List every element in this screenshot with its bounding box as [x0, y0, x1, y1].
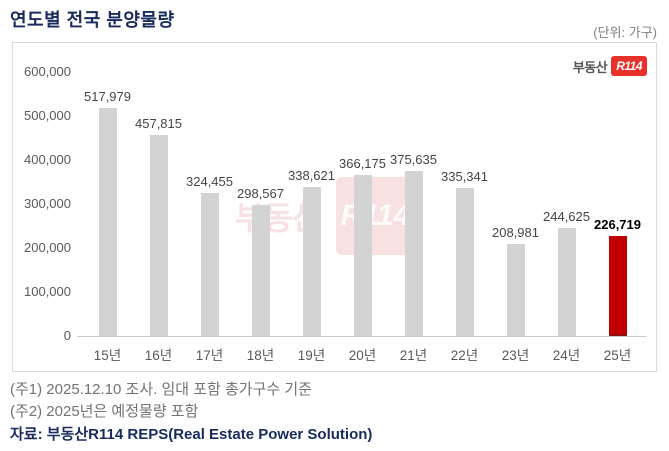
- bar-group-15년: 517,979 15년: [82, 72, 133, 363]
- bar-group-25년: 226,719 25년: [592, 72, 643, 363]
- value-label: 517,979: [84, 89, 131, 105]
- bar: [98, 108, 117, 336]
- bar-group-20년: 366,175 20년: [337, 72, 388, 363]
- bar: [200, 193, 219, 336]
- y-tick-label: 600,000: [24, 64, 71, 79]
- brand-logo: 부동산 R114: [573, 56, 647, 76]
- y-tick-label: 300,000: [24, 196, 71, 211]
- bar: [149, 134, 168, 336]
- x-axis-line: [77, 336, 646, 337]
- y-axis: 0 100,000 200,000 300,000 400,000 500,000 600,…: [13, 64, 71, 343]
- y-tick-label: 400,000: [24, 152, 71, 168]
- value-label: 457,815: [135, 115, 182, 131]
- bar-group-24년: 244,625 24년: [541, 72, 592, 363]
- brand-logo-badge-icon: R114: [611, 56, 647, 76]
- bar: [506, 244, 525, 336]
- value-label: 226,719: [594, 217, 641, 233]
- x-tick-label: 25년: [603, 348, 632, 363]
- footnote-2: (주2) 2025년은 예정물량 포함: [10, 403, 199, 420]
- value-label: 366,175: [339, 155, 386, 171]
- bar: [455, 188, 474, 336]
- bar: [251, 204, 270, 336]
- value-label: 324,455: [186, 174, 233, 190]
- y-tick-label: 0: [63, 328, 71, 343]
- bar: [557, 228, 576, 336]
- bar: [353, 174, 372, 336]
- bar-group-21년: 375,635 21년: [388, 72, 439, 363]
- x-tick-label: 17년: [195, 348, 224, 363]
- y-tick-label: 100,000: [24, 284, 71, 300]
- chart-area: 부동산 R114 부동산 R114 0 100,000 200,000 300,000…: [12, 42, 657, 372]
- x-tick-label: 15년: [93, 348, 122, 363]
- footnote-1: (주1) 2025.12.10 조사. 임대 포함 총가구수 기준: [10, 381, 312, 398]
- brand-logo-text: 부동산: [572, 59, 608, 75]
- value-label: 375,635: [390, 151, 437, 167]
- plot-area: 517,979 15년 457,815 16년 324,455 17년 298,567 18년…: [82, 72, 643, 363]
- value-label: 244,625: [543, 209, 590, 225]
- x-tick-label: 19년: [297, 348, 326, 363]
- source-line: 자료: 부동산R114 REPS(Real Estate Power Solut…: [10, 426, 373, 443]
- bar-group-18년: 298,567 18년: [235, 72, 286, 363]
- footnotes: (주1) 2025.12.10 조사. 임대 포함 총가구수 기준 (주2) 2…: [10, 379, 372, 446]
- value-label: 298,567: [237, 185, 284, 201]
- value-label: 338,621: [288, 168, 335, 184]
- y-tick-label: 200,000: [24, 240, 71, 256]
- x-tick-label: 23년: [501, 348, 530, 363]
- bar-group-23년: 208,981 23년: [490, 72, 541, 363]
- bar-group-17년: 324,455 17년: [184, 72, 235, 363]
- y-tick-label: 500,000: [24, 108, 71, 123]
- x-tick-label: 16년: [144, 348, 173, 363]
- x-tick-label: 18년: [246, 348, 275, 363]
- bar-group-16년: 457,815 16년: [133, 72, 184, 363]
- value-label: 208,981: [492, 225, 539, 241]
- x-tick-label: 21년: [399, 348, 428, 363]
- bar-group-22년: 335,341 22년: [439, 72, 490, 363]
- bar-highlighted: [608, 236, 627, 336]
- bar-group-19년: 338,621 19년: [286, 72, 337, 363]
- x-tick-label: 20년: [348, 348, 377, 363]
- x-tick-label: 22년: [450, 348, 479, 363]
- value-label: 335,341: [441, 169, 488, 185]
- bar: [302, 187, 321, 336]
- unit-label: (단위: 가구): [593, 25, 657, 40]
- bar: [404, 170, 423, 336]
- page-title: 연도별 전국 분양물량: [10, 10, 175, 30]
- x-tick-label: 24년: [552, 348, 581, 363]
